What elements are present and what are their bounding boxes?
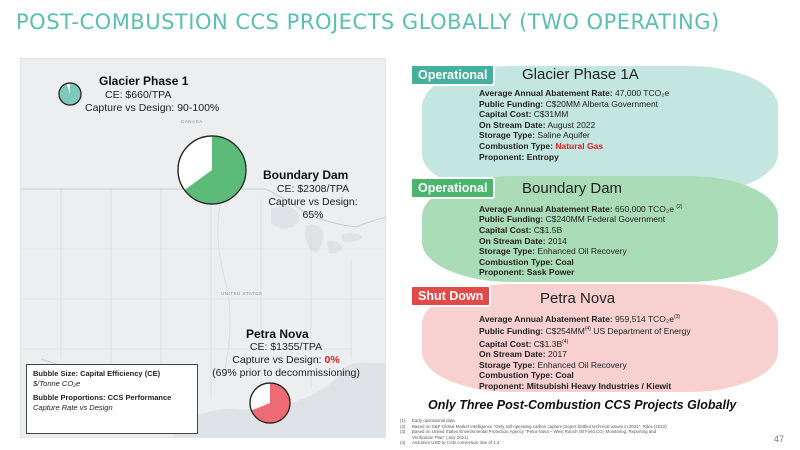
page-title: POST-COMBUSTION CCS PROJECTS GLOBALLY (T…	[16, 10, 720, 34]
footnote: (4) Assumes USD to CAD conversion rate of…	[400, 440, 500, 446]
card-name-boundary: Boundary Dam	[522, 180, 623, 197]
map-label-canada: CANADA	[181, 119, 203, 124]
bubble-boundary-ce-line: CE: $2308/TPA	[276, 183, 350, 195]
detail-row: Combustion Type: Natural Gas	[479, 140, 604, 151]
bubble-petra-capture-line: Capture vs Design: 0%	[196, 354, 376, 367]
detail-row: Average Annual Abatement Rate: 959,514 T…	[479, 313, 681, 324]
bubble-petra-capture-value: 0%	[324, 354, 340, 366]
detail-row: Combustion Type: Coal	[479, 370, 574, 381]
bubble-boundary-text: CE: $2308/TPA Capture vs Design: 65%	[251, 183, 375, 222]
card-name-petra: Petra Nova	[540, 290, 616, 307]
detail-row: Storage Type: Enhanced Oil Recovery	[479, 246, 627, 257]
footnote: (1) Early operational data	[400, 418, 455, 423]
footnote: (2) Based on S&P Global Market Intelligen…	[400, 423, 667, 429]
bubble-name-petra: Petra Nova	[246, 327, 309, 341]
details-petra: Average Annual Abatement Rate: 959,514 T…	[479, 312, 691, 392]
detail-row: Proponent: Entropy	[479, 151, 559, 162]
bubble-petra-text: CE: $1355/TPA Capture vs Design: 0% (69%…	[196, 341, 376, 380]
map-legend: Bubble Size: Capital Efficiency (CE) $/T…	[26, 364, 198, 434]
bubble-name-boundary: Boundary Dam	[263, 168, 349, 182]
detail-row: Capital Cost: C$31MM	[479, 109, 569, 120]
bubble-boundary-capture-value: 65%	[302, 209, 324, 221]
detail-row: Proponent: Mitsubishi Heavy Industries /…	[479, 381, 672, 392]
detail-row: On Stream Date: 2014	[479, 235, 567, 246]
detail-row: Capital Cost: C$1.3B(4)	[479, 338, 569, 349]
detail-row: Capital Cost: C$1.5B	[479, 225, 563, 236]
status-badge-petra: Shut Down	[410, 285, 492, 307]
footnote: (3) Based on United States Environmental …	[400, 429, 657, 435]
tagline: Only Three Post-Combustion CCS Projects …	[428, 398, 737, 412]
bubble-glacier-ce: CE: $660/TPA Capture vs Design: 90-100%	[85, 89, 245, 115]
bubble-name-glacier: Glacier Phase 1	[99, 74, 189, 88]
card-glacier	[422, 66, 778, 194]
map-label-us: UNITED STATES	[221, 291, 263, 296]
details-boundary: Average Annual Abatement Rate: 650,000 T…	[479, 202, 682, 278]
legend-size-title: Bubble Size: Capital Efficiency (CE)	[33, 369, 161, 378]
detail-row: Public Funding: C$254MM(4) US Department…	[479, 326, 691, 337]
detail-row: Public Funding: C$240MM Federal Governme…	[479, 214, 666, 225]
detail-row: On Stream Date: 2017	[479, 349, 567, 360]
footnotes: (1) Early operational data (2) Based on S&…	[400, 418, 667, 446]
bubble-petra-ce-line: CE: $1355/TPA	[249, 341, 323, 353]
bubble-petra-prior-note: (69% prior to decommissioning)	[212, 367, 360, 379]
status-badge-glacier: Operational	[410, 64, 496, 86]
footnote: Verification Plan" (July 2021)	[412, 434, 468, 440]
page-number: 47	[774, 434, 785, 444]
details-glacier: Average Annual Abatement Rate: 47,000 TC…	[479, 88, 669, 162]
detail-row: Storage Type: Saline Aquifer	[479, 130, 590, 141]
card-name-glacier: Glacier Phase 1A	[522, 66, 639, 83]
bubble-boundary-capture-line: Capture vs Design:	[268, 196, 358, 208]
legend-size-unit: $/Tonne CO₂e	[33, 378, 81, 388]
detail-row: Storage Type: Enhanced Oil Recovery	[479, 359, 627, 370]
bubble-glacier-capture-line: Capture vs Design: 90-100%	[85, 102, 220, 114]
detail-row: Public Funding: C$20MM Alberta Governmen…	[479, 98, 659, 109]
detail-row: On Stream Date: August 2022	[479, 119, 596, 130]
legend-prop-title: Bubble Proportions: CCS Performance	[33, 393, 172, 402]
legend-prop-sub: Capture Rate vs Design	[33, 402, 113, 412]
bubble-petra-capture-prefix: Capture vs Design:	[232, 354, 325, 366]
detail-row: Average Annual Abatement Rate: 47,000 TC…	[479, 88, 670, 98]
detail-row: Combustion Type: Coal	[479, 256, 574, 267]
bubble-glacier-ce-line: CE: $660/TPA	[105, 89, 172, 101]
detail-row: Proponent: Sask Power	[479, 267, 575, 278]
detail-row: Average Annual Abatement Rate: 650,000 T…	[479, 203, 683, 214]
status-badge-boundary: Operational	[410, 177, 496, 199]
